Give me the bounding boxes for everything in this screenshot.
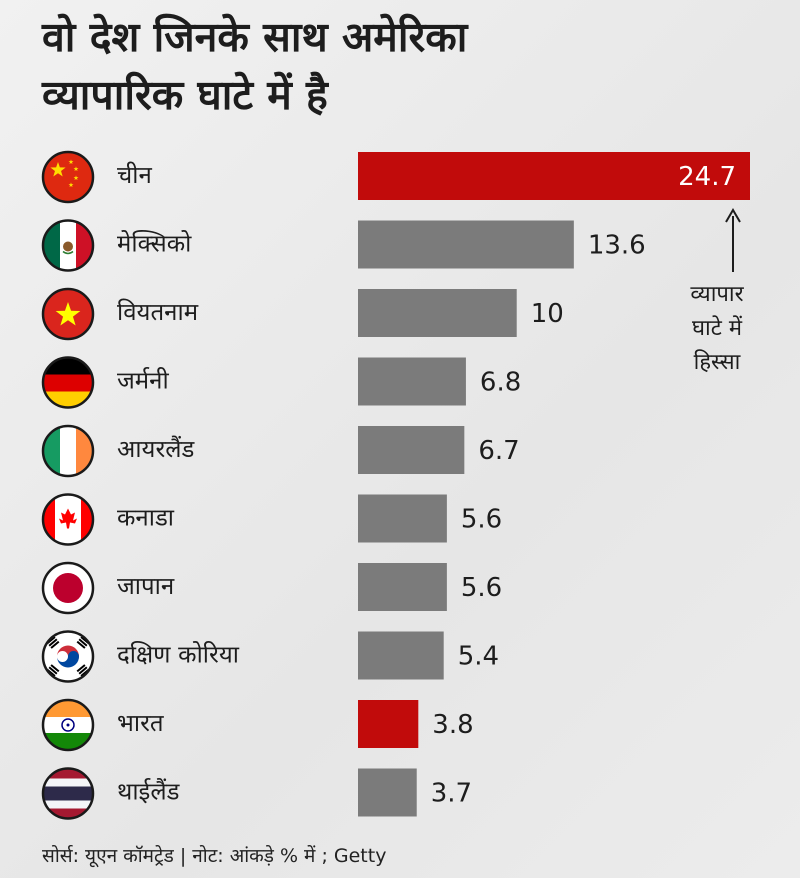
source-note: सोर्स: यूएन कॉमट्रेड | नोट: आंकड़े % में… <box>42 845 387 867</box>
country-label: भारत <box>117 709 165 737</box>
country-label: जापान <box>117 572 175 600</box>
title-line-2: व्यापारिक घाटे में है <box>42 71 328 119</box>
country-label: मेक्सिको <box>117 230 192 258</box>
bar <box>358 494 447 543</box>
value-label: 5.4 <box>458 642 499 672</box>
bar-row-5: आयरलैंड 6.7 <box>41 424 520 478</box>
bar-row-9: भारत 3.8 <box>41 698 474 752</box>
annotation-line-3: हिस्सा <box>693 350 741 375</box>
bar-row-2: मेक्सिको 13.6 <box>41 219 646 272</box>
thailand-flag-icon <box>41 767 95 820</box>
bar <box>358 563 447 611</box>
value-label: 24.7 <box>678 162 736 192</box>
country-label: जर्मनी <box>117 367 169 395</box>
bar <box>358 768 417 817</box>
bar <box>358 357 466 406</box>
japan-flag-icon <box>41 561 95 615</box>
india-flag-icon <box>41 698 95 752</box>
bar <box>358 289 517 337</box>
ireland-flag-icon <box>41 424 95 478</box>
annotation-line-1: व्यापार <box>690 282 744 307</box>
bar-row-4: जर्मनी 6.8 <box>41 356 521 409</box>
bar <box>358 152 750 200</box>
value-label: 13.6 <box>588 231 646 261</box>
title-line-1: वो देश जिनके साथ अमेरिका <box>42 13 468 61</box>
bar-row-8: दक्षिण कोरिया 5.4 <box>41 630 499 683</box>
value-label: 5.6 <box>461 505 502 535</box>
germany-flag-icon <box>41 356 95 409</box>
country-label: थाईलैंड <box>117 778 181 806</box>
value-label: 10 <box>531 299 564 329</box>
annotation-line-2: घाटे में <box>692 316 742 341</box>
bar-row-7: जापान 5.6 <box>41 561 502 615</box>
china-flag-icon <box>41 150 95 204</box>
bar <box>358 700 419 748</box>
country-label: कनाडा <box>117 504 175 532</box>
bar <box>358 426 465 474</box>
mexico-flag-icon <box>41 219 95 272</box>
bar-row-1: चीन 24.7 <box>41 150 750 204</box>
south-korea-flag-icon <box>41 630 95 683</box>
value-label: 3.8 <box>432 710 473 740</box>
vietnam-flag-icon <box>41 287 95 341</box>
bar <box>358 220 574 269</box>
bar <box>358 631 444 680</box>
bar-row-3: वियतनाम 10 <box>41 287 564 341</box>
country-label: आयरलैंड <box>117 435 196 463</box>
chart-title: वो देश जिनके साथ अमेरिका व्यापारिक घाटे … <box>42 8 762 124</box>
country-label: दक्षिण कोरिया <box>117 641 240 669</box>
value-label: 5.6 <box>461 573 502 603</box>
bar-row-6: कनाडा 5.6 <box>41 493 502 546</box>
value-label: 6.7 <box>478 436 519 466</box>
annotation-arrow <box>725 208 741 272</box>
canada-flag-icon <box>41 493 95 546</box>
value-label: 6.8 <box>480 368 521 398</box>
country-label: वियतनाम <box>117 298 199 326</box>
bar-row-10: थाईलैंड 3.7 <box>41 767 472 820</box>
value-label: 3.7 <box>431 779 472 809</box>
country-label: चीन <box>117 161 152 189</box>
annotation-text: व्यापार घाटे में हिस्सा <box>672 278 762 380</box>
